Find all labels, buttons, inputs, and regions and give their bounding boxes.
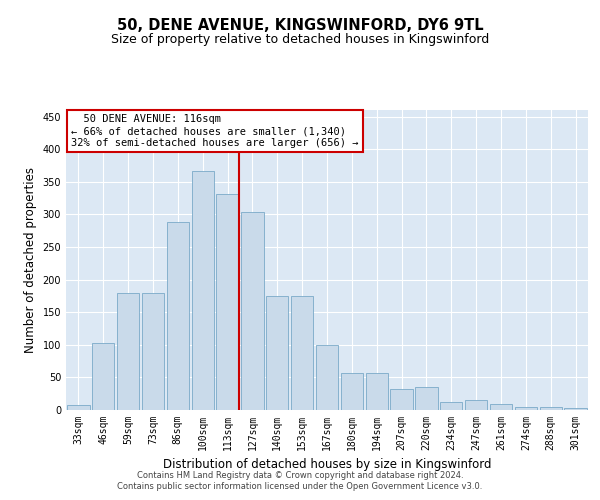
Bar	[465, 400, 487, 410]
Bar	[365, 373, 388, 410]
X-axis label: Distribution of detached houses by size in Kingswinford: Distribution of detached houses by size …	[163, 458, 491, 471]
Bar	[142, 292, 164, 410]
Bar	[241, 212, 263, 410]
Bar	[217, 194, 239, 410]
Text: Contains HM Land Registry data © Crown copyright and database right 2024.: Contains HM Land Registry data © Crown c…	[137, 471, 463, 480]
Text: Contains public sector information licensed under the Open Government Licence v3: Contains public sector information licen…	[118, 482, 482, 491]
Bar	[490, 404, 512, 410]
Bar	[440, 402, 463, 410]
Text: 50 DENE AVENUE: 116sqm  
← 66% of detached houses are smaller (1,340)
32% of sem: 50 DENE AVENUE: 116sqm ← 66% of detached…	[71, 114, 359, 148]
Bar	[565, 408, 587, 410]
Bar	[266, 296, 289, 410]
Text: Size of property relative to detached houses in Kingswinford: Size of property relative to detached ho…	[111, 32, 489, 46]
Bar	[191, 170, 214, 410]
Y-axis label: Number of detached properties: Number of detached properties	[24, 167, 37, 353]
Bar	[515, 406, 537, 410]
Bar	[92, 343, 115, 410]
Bar	[539, 408, 562, 410]
Bar	[67, 405, 89, 410]
Bar	[167, 222, 189, 410]
Bar	[341, 373, 363, 410]
Bar	[391, 389, 413, 410]
Bar	[415, 387, 437, 410]
Bar	[291, 296, 313, 410]
Text: 50, DENE AVENUE, KINGSWINFORD, DY6 9TL: 50, DENE AVENUE, KINGSWINFORD, DY6 9TL	[116, 18, 484, 32]
Bar	[316, 345, 338, 410]
Bar	[117, 292, 139, 410]
